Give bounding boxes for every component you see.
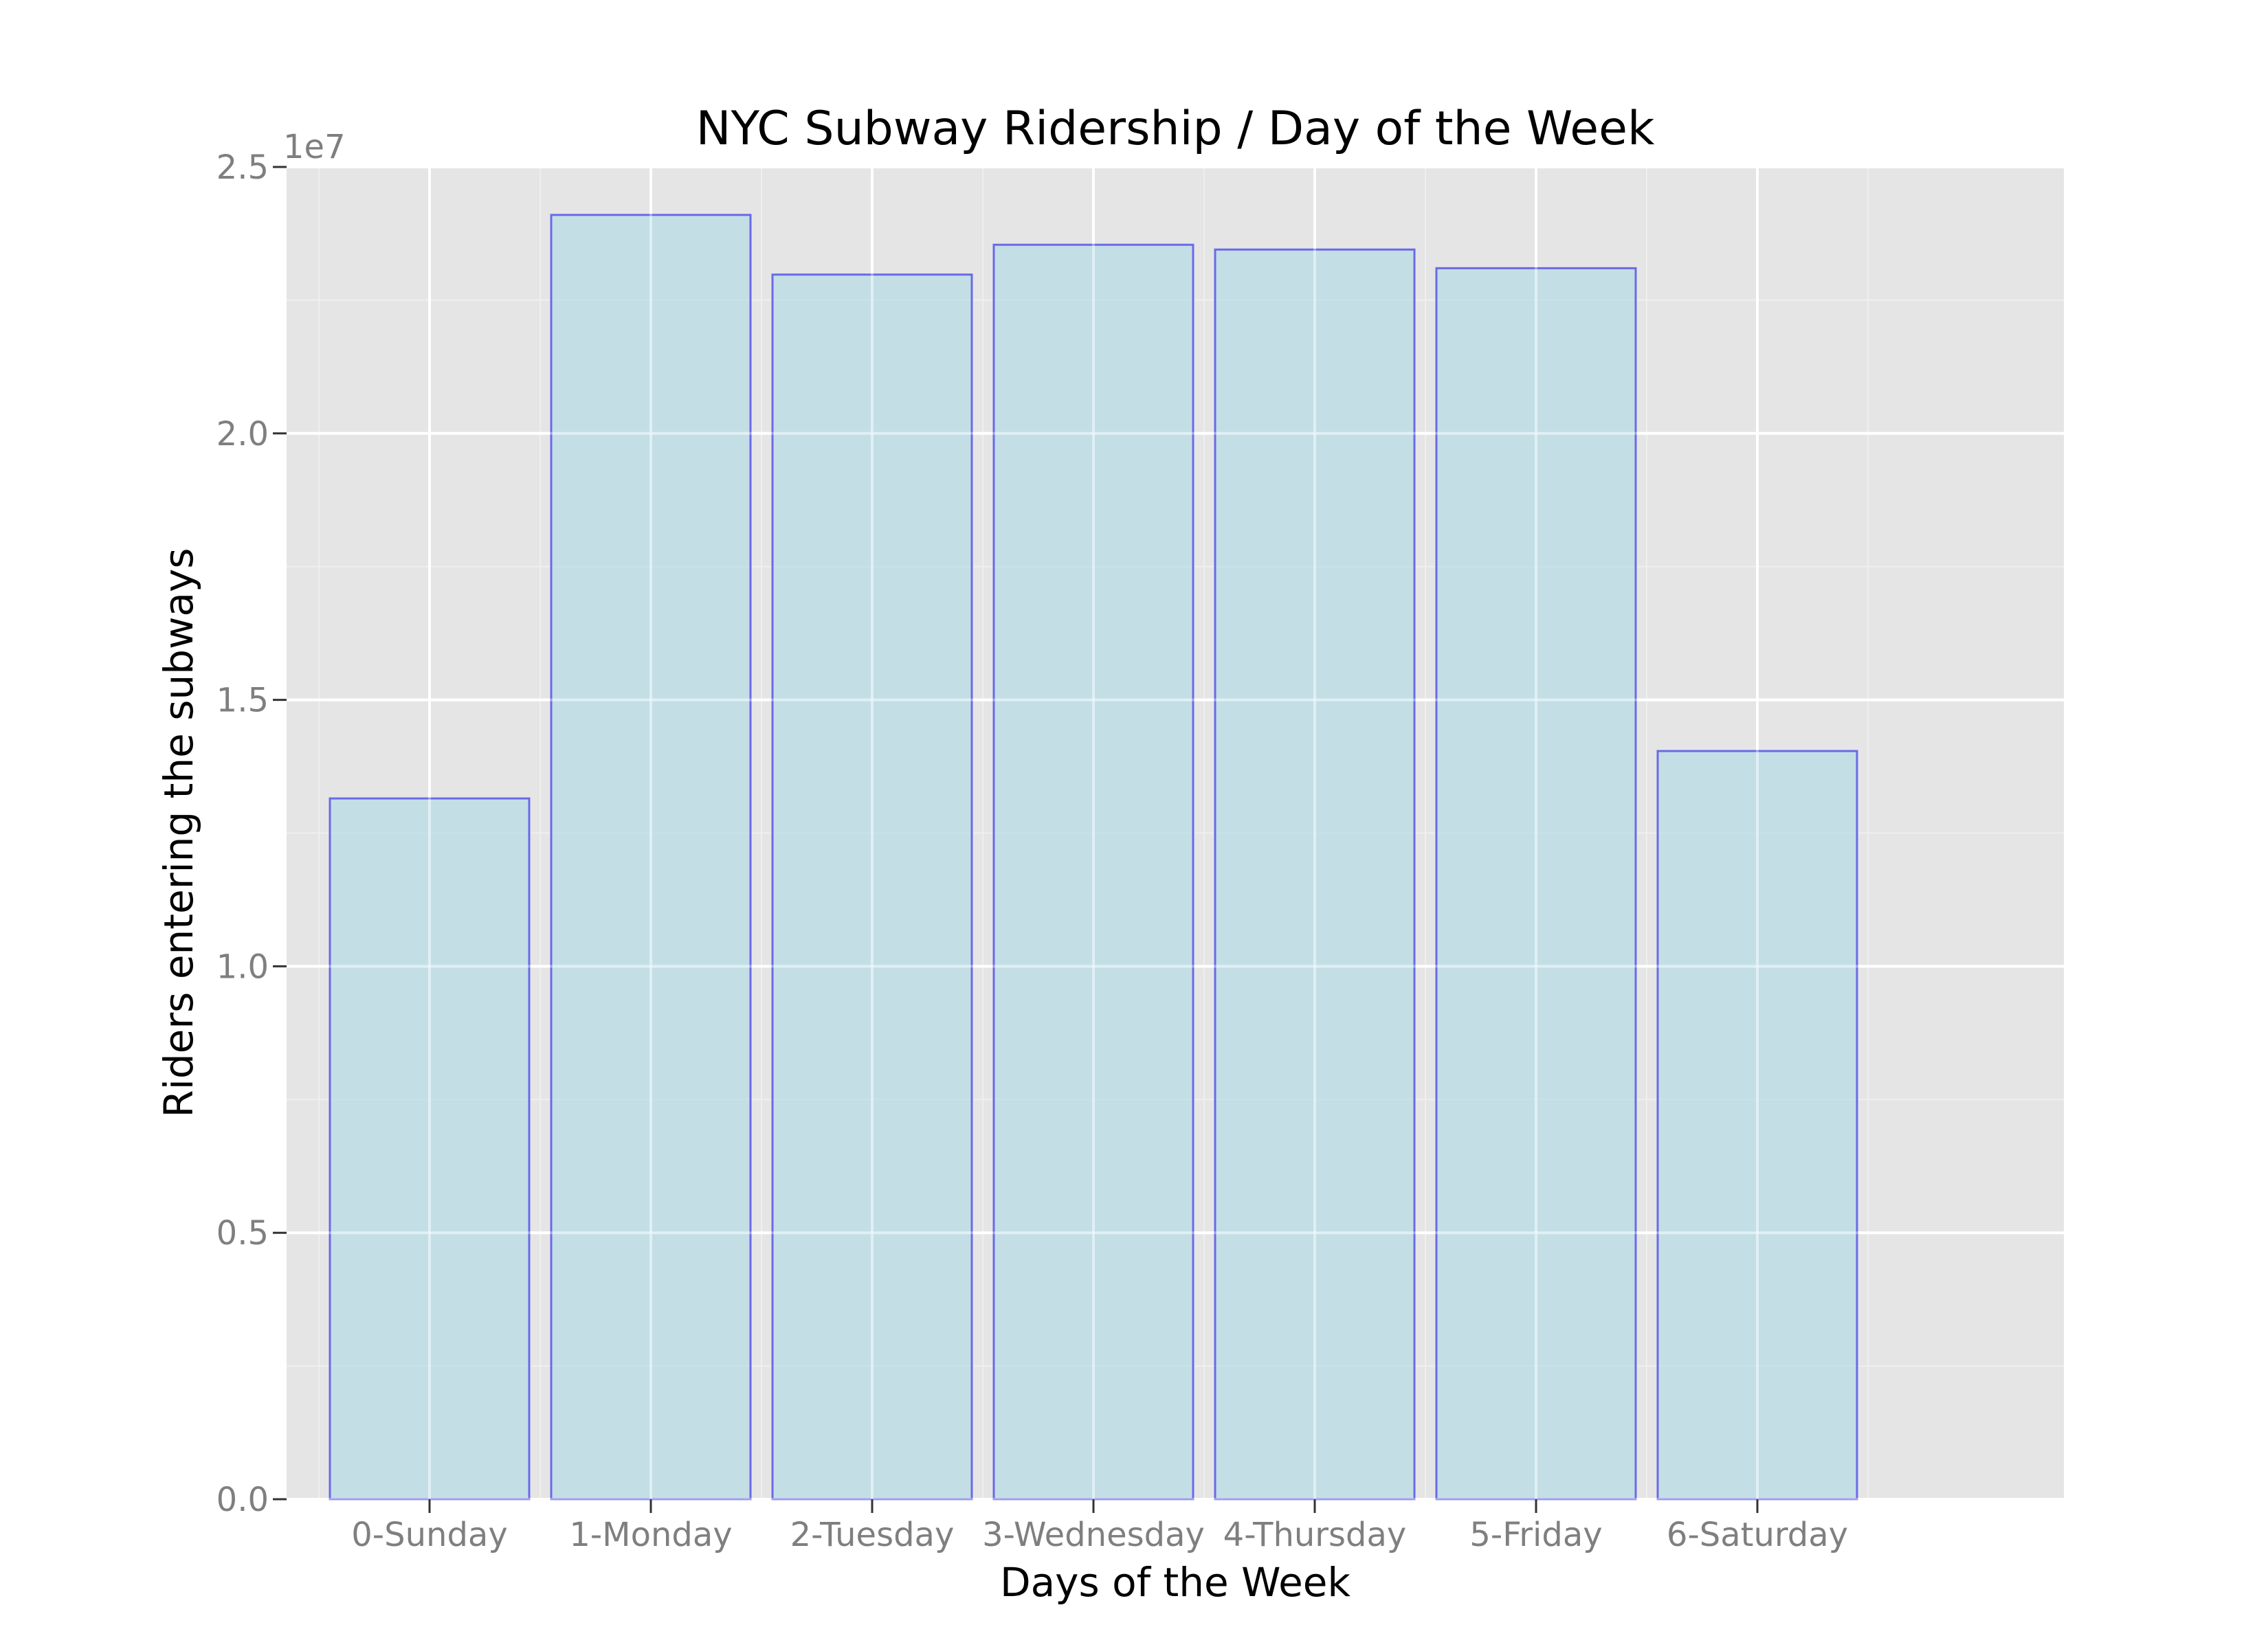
x-axis-label: Days of the Week — [1000, 1559, 1350, 1606]
bar-5-friday — [1435, 267, 1637, 1501]
y-tick-label: 1.0 — [216, 947, 269, 986]
x-tick-label: 2-Tuesday — [790, 1516, 955, 1554]
y-tick-label: 2.5 — [216, 148, 269, 187]
y-axis-label: Riders entering the subways — [155, 548, 202, 1117]
bar-3-wednesday — [992, 243, 1194, 1501]
bar-0-sunday — [329, 797, 531, 1501]
x-tick-label: 0-Sunday — [351, 1516, 507, 1554]
grid-overlay — [287, 166, 2064, 1501]
x-tick-label: 6-Saturday — [1667, 1516, 1848, 1554]
chart-title: NYC Subway Ridership / Day of the Week — [696, 102, 1655, 156]
y-tick-label: 1.5 — [216, 682, 269, 720]
x-tick-label: 4-Thursday — [1223, 1516, 1407, 1554]
bar-1-monday — [550, 214, 752, 1501]
bar-6-saturday — [1656, 750, 1858, 1501]
y-tick-label: 0.5 — [216, 1214, 269, 1253]
bar-2-tuesday — [771, 273, 973, 1501]
axes: 0.0 0.5 1.0 1.5 2.0 2.5 0-Sunday 1-Monday 2-Tues… — [216, 148, 1848, 1554]
x-tick-label: 1-Monday — [569, 1516, 732, 1554]
y-tick-label: 0.0 — [216, 1481, 269, 1519]
y-tick-label: 2.0 — [216, 415, 269, 453]
x-tick-label: 3-Wednesday — [982, 1516, 1205, 1554]
y-axis-multiplier: 1e7 — [283, 128, 346, 166]
x-tick-label: 5-Friday — [1469, 1516, 1602, 1554]
bars — [329, 214, 1858, 1501]
